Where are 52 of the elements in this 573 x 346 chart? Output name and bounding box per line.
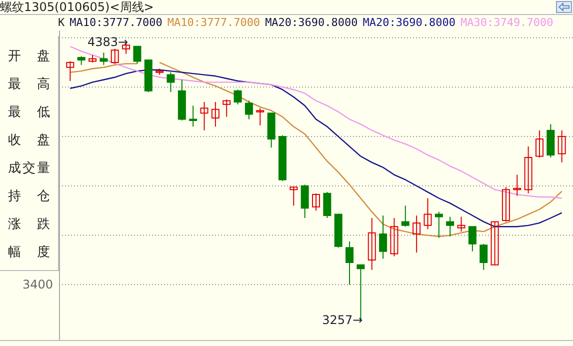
candlestick: [211, 101, 220, 128]
text: MA20:3690.8000: [362, 16, 456, 29]
candlestick: [401, 205, 410, 228]
candlestick: [513, 174, 522, 196]
ref-line-label: 3400: [22, 278, 53, 292]
candlestick: [490, 221, 499, 266]
candlestick: [412, 215, 421, 254]
candlestick: [312, 192, 320, 212]
candlestick: [166, 72, 175, 93]
candlestick: [323, 192, 332, 219]
candlestick: [200, 101, 208, 131]
candlestick: [468, 226, 476, 252]
candlestick: [346, 240, 354, 286]
text: K: [58, 16, 65, 29]
text: 最低: [8, 105, 50, 120]
text: MA30:3749.7000: [460, 16, 554, 29]
candlestick: [100, 52, 108, 66]
candlestick: [189, 105, 198, 128]
candlestick: [222, 98, 231, 118]
candlestick: [234, 89, 242, 105]
annotation: 4383→: [87, 34, 128, 49]
candlestick: [110, 48, 119, 64]
candlestick: [244, 100, 253, 120]
candlestick: [390, 218, 398, 257]
text: MA10:3777.7000: [167, 16, 260, 29]
candlestick: [502, 186, 510, 222]
candlestick: [256, 108, 264, 126]
annotation: 3257→: [322, 312, 363, 327]
candlestick: [480, 243, 488, 270]
text: MA10:3777.7000: [70, 16, 162, 29]
text: 开盘: [8, 49, 50, 64]
candlestick: [424, 198, 432, 230]
text: 幅度: [8, 245, 50, 260]
text: 收盘: [8, 133, 50, 148]
candlestick: [379, 215, 388, 260]
text: 涨跌: [8, 217, 50, 232]
text: 最高: [8, 77, 50, 92]
candlestick: [133, 46, 142, 64]
candlestick: [535, 130, 544, 158]
text: 持仓: [8, 189, 50, 204]
candlestick: [457, 216, 466, 232]
text: 成交量: [8, 160, 50, 177]
candlestick: [66, 60, 74, 82]
candlestick: [446, 216, 454, 238]
text: MA20:3690.8000: [265, 16, 358, 29]
candlestick: [300, 184, 309, 219]
candlestick: [434, 211, 443, 238]
candlestick: [368, 218, 376, 270]
candlestick: [558, 130, 566, 163]
chart-title: 螺纹1305(010605)<周线>: [0, 0, 154, 14]
candlestick: [524, 146, 532, 194]
candlestick: [290, 186, 298, 206]
